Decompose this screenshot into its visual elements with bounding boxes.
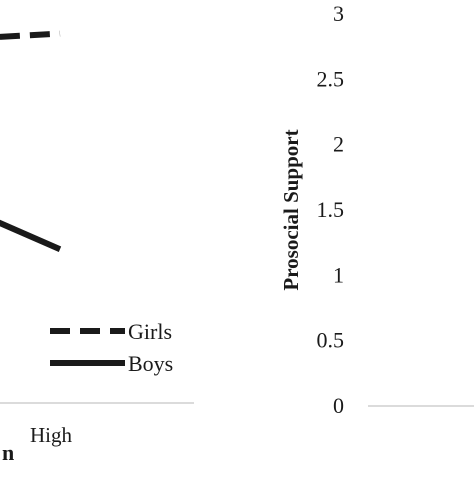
y-tick-label: 2 — [333, 132, 344, 157]
legend-boys-label: Boys — [128, 351, 173, 376]
series-line-girls — [0, 30, 61, 40]
x-category-label-high: High — [30, 423, 73, 447]
y-tick-label: 0.5 — [317, 328, 345, 353]
y-tick-label: 2.5 — [317, 66, 345, 91]
series-line-boys — [0, 219, 62, 252]
left-series-group — [0, 30, 62, 252]
x-axis-title-fragment: n — [2, 440, 14, 465]
y-tick-label: 3 — [333, 1, 344, 26]
y-tick-label: 1 — [333, 262, 344, 287]
y-axis-title: Prosocial Support — [279, 129, 303, 290]
legend: Girls Boys — [50, 319, 173, 376]
legend-girls-label: Girls — [128, 319, 172, 344]
y-tick-label: 1.5 — [317, 197, 345, 222]
y-tick-label: 0 — [333, 393, 344, 418]
y-tick-labels: 0 0.5 1 1.5 2 2.5 3 — [317, 1, 345, 418]
